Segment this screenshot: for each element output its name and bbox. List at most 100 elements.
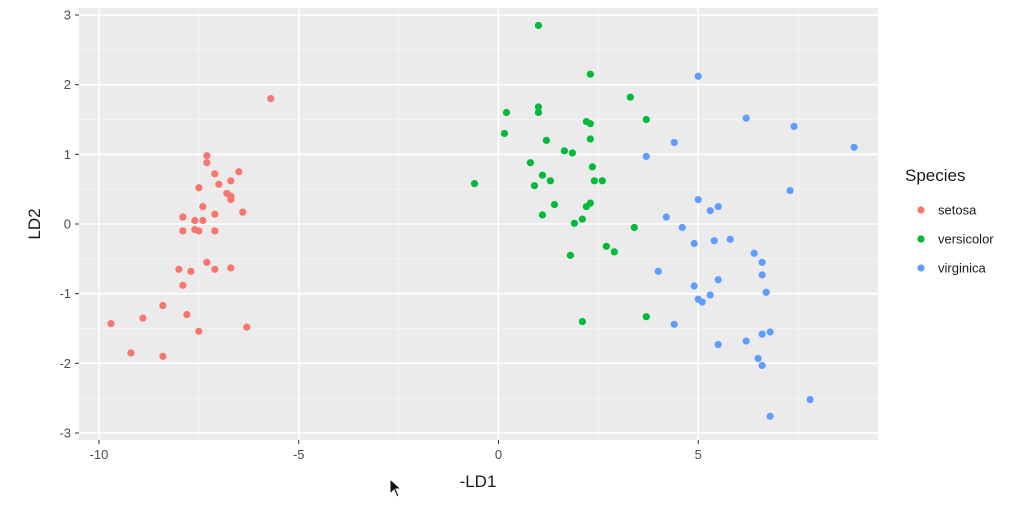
legend-label-setosa: setosa [938, 203, 977, 218]
legend-key-setosa [917, 206, 925, 214]
data-point-setosa [159, 301, 167, 310]
data-point-versicolor [534, 21, 543, 30]
data-point-virginica [758, 258, 766, 266]
data-point-setosa [243, 323, 251, 331]
data-point-versicolor [602, 242, 610, 250]
data-point-virginica [766, 328, 774, 336]
data-points [107, 21, 858, 420]
data-point-virginica [710, 237, 718, 245]
data-point-virginica [698, 298, 706, 306]
data-point-versicolor [550, 200, 559, 209]
data-point-setosa [215, 180, 223, 188]
data-point-setosa [235, 168, 243, 176]
data-point-setosa [175, 265, 183, 273]
data-point-versicolor [470, 179, 479, 188]
series-setosa [107, 94, 275, 360]
data-point-versicolor [626, 93, 634, 101]
mouse-cursor-icon [389, 478, 403, 498]
data-point-setosa [179, 281, 187, 289]
gridlines [79, 8, 878, 440]
data-point-versicolor [546, 177, 555, 185]
data-point-setosa [159, 352, 167, 360]
data-point-setosa [203, 152, 211, 160]
data-point-setosa [199, 202, 207, 211]
legend-key-virginica [917, 264, 925, 272]
series-versicolor [470, 21, 650, 326]
legend-label-versicolor: versicolor [938, 232, 994, 247]
y-tick-label: -3 [59, 426, 71, 441]
y-tick-label: 3 [64, 7, 71, 22]
data-point-virginica [714, 276, 722, 284]
data-point-versicolor [598, 177, 606, 185]
data-point-virginica [762, 288, 770, 296]
legend-item-setosa: setosa [917, 203, 977, 218]
x-axis-title: -LD1 [460, 472, 497, 491]
data-point-virginica [662, 213, 670, 221]
data-point-virginica [690, 239, 698, 248]
data-point-virginica [690, 282, 698, 290]
data-point-setosa [179, 213, 187, 221]
data-point-virginica [758, 271, 766, 279]
data-point-setosa [211, 227, 219, 235]
data-point-virginica [742, 337, 750, 345]
data-point-setosa [227, 177, 235, 185]
legend-label-virginica: virginica [938, 261, 986, 276]
data-point-virginica [750, 249, 758, 257]
data-point-versicolor [590, 177, 598, 185]
data-point-versicolor [586, 120, 594, 128]
data-point-versicolor [500, 129, 509, 138]
data-point-virginica [758, 330, 766, 338]
data-point-setosa [127, 349, 135, 357]
y-tick-label: -1 [59, 286, 71, 301]
data-point-virginica [754, 354, 762, 363]
data-point-setosa [195, 184, 203, 192]
data-point-virginica [706, 291, 714, 299]
data-point-versicolor [582, 202, 590, 211]
y-tick-label: 2 [64, 77, 71, 92]
data-point-setosa [211, 170, 219, 178]
data-point-setosa [195, 327, 203, 335]
y-axis-title: LD2 [25, 208, 44, 239]
data-point-setosa [239, 208, 247, 216]
data-point-setosa [191, 216, 199, 225]
data-point-versicolor [538, 171, 547, 179]
legend-item-virginica: virginica [917, 261, 986, 276]
data-point-setosa [203, 258, 211, 266]
x-tick-label: -5 [293, 447, 305, 462]
legend-item-versicolor: versicolor [917, 232, 994, 247]
data-point-virginica [670, 320, 678, 328]
data-point-versicolor [538, 211, 547, 219]
legend: Species setosa versicolor virginica [905, 166, 1009, 283]
x-tick-label: 0 [495, 447, 502, 462]
data-point-setosa [183, 310, 191, 319]
data-point-setosa [267, 94, 275, 103]
data-point-virginica [706, 207, 714, 215]
data-point-versicolor [534, 108, 543, 117]
data-point-versicolor [502, 108, 511, 117]
data-point-versicolor [530, 182, 539, 190]
series-virginica [642, 72, 858, 420]
data-point-versicolor [526, 159, 535, 167]
legend-items: setosa versicolor virginica [917, 203, 994, 276]
data-point-virginica [806, 395, 814, 404]
data-point-setosa [139, 314, 147, 322]
data-point-setosa [107, 320, 115, 328]
data-point-versicolor [568, 149, 576, 157]
data-point-setosa [195, 227, 203, 235]
legend-title: Species [905, 166, 965, 185]
data-point-versicolor [566, 251, 574, 259]
y-tick-label: 0 [64, 217, 71, 232]
data-point-versicolor [570, 219, 578, 227]
data-point-virginica [758, 361, 766, 370]
data-point-versicolor [642, 115, 650, 124]
data-point-setosa [211, 265, 219, 273]
x-tick-label: 5 [695, 447, 702, 462]
data-point-virginica [726, 235, 734, 243]
data-point-versicolor [630, 223, 638, 232]
data-point-virginica [790, 122, 798, 131]
data-point-versicolor [578, 215, 586, 223]
data-point-versicolor [642, 313, 650, 321]
data-point-virginica [714, 340, 722, 349]
